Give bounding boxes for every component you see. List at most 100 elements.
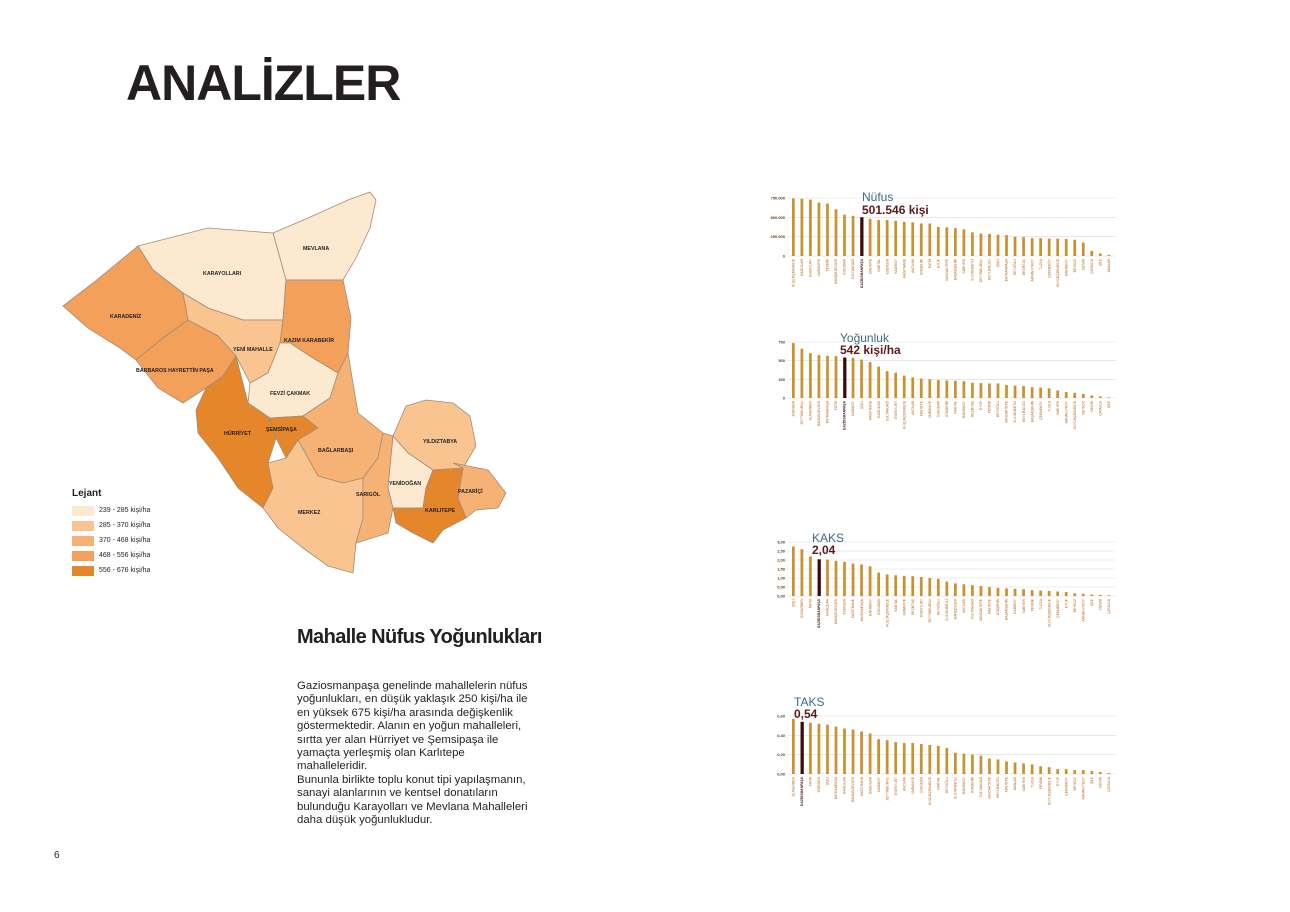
label-karayollari: KARAYOLLARI — [203, 271, 242, 277]
category-label: BAĞCILAR — [876, 400, 881, 417]
bar — [919, 378, 923, 398]
bar — [1073, 239, 1077, 256]
bar — [902, 375, 906, 398]
category-label: GÜNGÖREN — [792, 776, 796, 796]
bar — [1056, 769, 1060, 774]
category-label: PENDİK — [1038, 776, 1043, 789]
label-yenidogan: YENİDOĞAN — [389, 479, 421, 487]
bar — [1047, 590, 1051, 596]
page-number: 6 — [54, 850, 60, 861]
bar — [919, 744, 923, 774]
category-label: SİLİVRİ — [1098, 599, 1103, 610]
bar — [809, 199, 812, 256]
category-label: ÜSKÜDAR — [919, 776, 923, 793]
bar — [1081, 770, 1085, 774]
bar-highlight — [817, 559, 821, 596]
paragraph: Bununla birlikte toplu konut tipi yapıla… — [297, 773, 528, 827]
bar — [1022, 589, 1025, 596]
bar — [971, 232, 974, 256]
category-label: KARTAL — [894, 599, 898, 612]
bar — [1005, 235, 1008, 256]
category-label: BEYOĞLU — [936, 598, 941, 615]
bar — [817, 723, 821, 774]
y-tick-label: 750 — [778, 340, 785, 345]
bar — [1081, 393, 1085, 398]
bar — [1030, 590, 1034, 596]
category-label: TUZLA — [1047, 400, 1051, 411]
bar — [1056, 238, 1060, 256]
category-label: ŞİŞLİ — [791, 599, 796, 607]
bar — [826, 355, 829, 398]
category-label: MALTEPE — [1005, 776, 1009, 792]
category-label: MALTEPE — [919, 400, 923, 416]
category-label: GAZİOSMANPAŞA — [860, 258, 864, 288]
bar — [1107, 254, 1111, 256]
category-label: KAĞITHANE — [850, 598, 855, 618]
category-label: ŞİŞLİ — [859, 401, 864, 409]
bar — [860, 564, 863, 596]
y-tick-label: 500.000 — [771, 215, 786, 220]
label-kazim-karabekir: KAZIM KARABEKİR — [284, 337, 334, 344]
bar — [851, 729, 855, 774]
label-merkez: MERKEZ — [298, 510, 321, 516]
bar — [928, 745, 932, 774]
category-label: GAZİOSMANPAŞA — [800, 776, 804, 806]
bar — [911, 222, 915, 256]
bar — [945, 227, 949, 256]
district-mevlana[interactable] — [272, 191, 377, 281]
bar-highlight — [843, 357, 847, 398]
category-label: ÇEKMEKÖY — [1064, 776, 1068, 795]
category-label: ÜMRANİYE — [901, 598, 906, 616]
category-label: SİLİVRİ — [1080, 259, 1085, 270]
category-label: ÜSKÜDAR — [877, 598, 881, 615]
legend-item: 468 - 556 kişi/ha — [72, 548, 212, 563]
label-yeni-mahalle: YENİ MAHALLE — [233, 346, 273, 353]
category-label: KAĞITHANE — [901, 258, 906, 278]
bar — [919, 223, 923, 256]
bar — [971, 382, 974, 398]
chart-label: KAKS — [812, 531, 845, 545]
bar — [1047, 238, 1051, 256]
bar — [988, 587, 991, 596]
category-label: BEYKOZ — [1073, 777, 1077, 790]
category-label: ŞİŞLİ — [825, 777, 830, 785]
category-label: ÜMRANİYE — [910, 776, 915, 794]
legend-label: 370 - 468 kişi/ha — [99, 537, 151, 544]
category-label: ESENYURT — [809, 259, 813, 277]
category-label: KÜÇÜKÇEKMECE — [792, 258, 796, 287]
bar — [885, 371, 889, 398]
bar — [1073, 593, 1077, 596]
bar — [1098, 396, 1102, 398]
category-label: SANCAKTEPE — [979, 598, 983, 621]
category-label: ESENYURT — [919, 599, 923, 617]
category-label: BAHÇELİEVLER — [833, 258, 838, 284]
bar — [996, 759, 1000, 774]
chart-yogunluk: 750 500 250 0 ESENLER ZEYTİNBURNU GÜNGÖREN BAHÇ… — [758, 330, 1120, 442]
category-label: BAŞAKŞEHİR — [1029, 400, 1034, 422]
bar — [885, 740, 889, 774]
bar — [894, 220, 898, 256]
bar — [936, 745, 940, 774]
category-label: ARNAVUTKÖY — [1081, 598, 1085, 621]
bar — [962, 584, 966, 596]
category-label: BEŞİKTAŞ — [910, 598, 915, 615]
bar — [809, 722, 812, 774]
bar — [834, 560, 838, 596]
bar — [792, 198, 795, 256]
bar — [945, 581, 949, 596]
bar — [1039, 238, 1042, 256]
category-label: MALTEPE — [988, 598, 992, 614]
chart-svg: 3,00 2,50 2,00 1,50 1,00 0,50 0,00 ŞİŞLİ GÜNGÖRE… — [777, 540, 1116, 628]
bar — [826, 203, 829, 256]
bar — [1081, 242, 1085, 256]
category-label: EYÜP — [1064, 598, 1068, 608]
category-label: BEYKOZ — [1073, 259, 1077, 272]
legend-item: 285 - 370 kişi/ha — [72, 518, 212, 533]
label-fevzi-cakmak: FEVZİ ÇAKMAK — [270, 390, 310, 397]
category-label: BÜYÜKÇEKMECE — [1047, 776, 1051, 804]
bar — [988, 233, 991, 256]
district-karlitepe[interactable] — [392, 467, 467, 544]
category-label: ATAŞEHİR — [970, 776, 975, 793]
bar — [1073, 392, 1077, 398]
label-pazarici: PAZARİÇİ — [458, 488, 483, 495]
